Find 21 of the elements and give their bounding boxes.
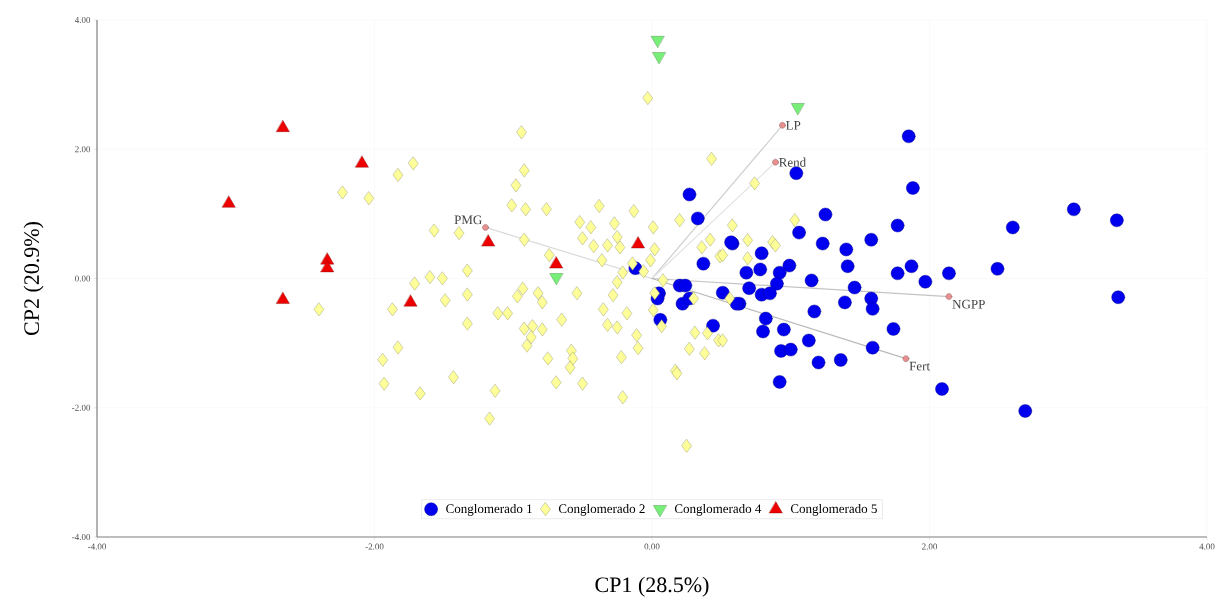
y-tick-label: -2.00	[72, 404, 91, 411]
x-tick-label: 0.00	[644, 543, 660, 550]
y-tick-label: 2.00	[75, 146, 91, 153]
legend-label: Conglomerado 4	[674, 503, 762, 516]
y-tick-label: -4.00	[72, 533, 91, 541]
legend-label: Conglomerado 2	[558, 503, 645, 516]
y-tick-label: 0.00	[75, 275, 91, 282]
legend-label: Conglomerado 5	[790, 503, 877, 516]
x-tick-label: 4.00	[1199, 543, 1215, 550]
annotation: PMG	[454, 215, 482, 225]
x-tick-label: -2.00	[365, 543, 384, 550]
x-axis-title: CP1 (28.5%)	[595, 576, 709, 597]
legend-label: Conglomerado 1	[446, 503, 532, 516]
annotation: Fert	[909, 361, 930, 371]
annotation: NGPP	[952, 299, 985, 309]
annotation: Rend	[779, 157, 806, 167]
y-axis-title: CP2 (20.9%)	[23, 222, 44, 336]
annotation: LP	[786, 121, 801, 130]
x-tick-label: -4.00	[87, 543, 107, 550]
y-tick-label: 4.00	[74, 16, 91, 24]
x-tick-label: 2.00	[922, 543, 938, 550]
